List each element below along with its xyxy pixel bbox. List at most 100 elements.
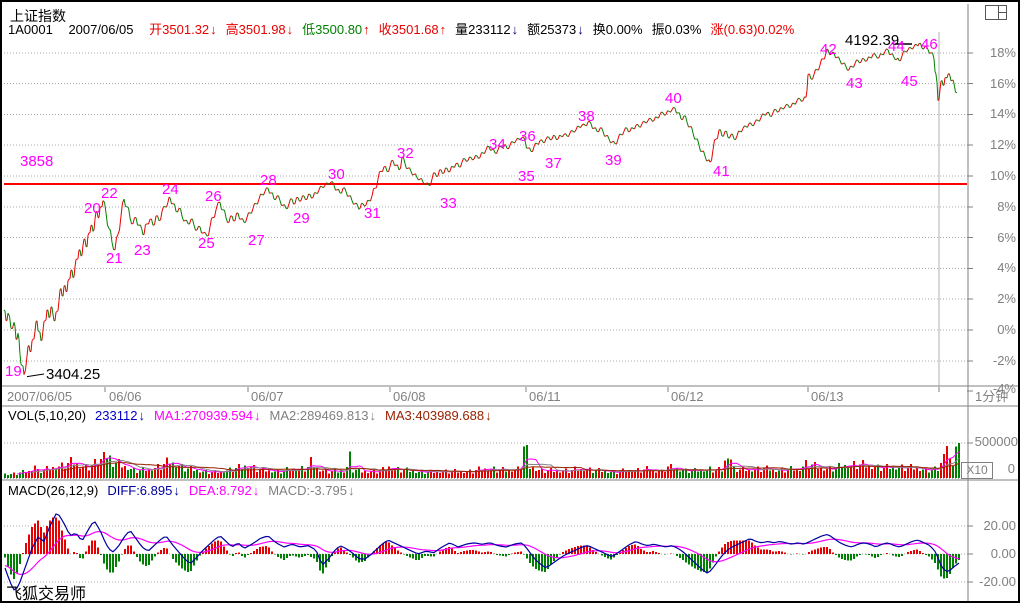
date-label: 06/06 xyxy=(109,389,142,404)
volume-indicator-text: MA1:270939.594 xyxy=(153,408,253,423)
wave-label-40: 40 xyxy=(665,90,682,107)
period-label[interactable]: 1分钟 xyxy=(975,389,1009,404)
pane-layout-icon[interactable] xyxy=(985,5,1007,20)
volume-indicator-text: MA3:403989.688 xyxy=(385,408,485,423)
trend-arrow-icon: ↓ xyxy=(369,408,377,423)
volume-scale-button[interactable]: X10 xyxy=(961,462,993,479)
trend-arrow-icon: ↓ xyxy=(173,483,180,498)
quote-value: 涨(0.63)0.02% xyxy=(710,22,795,37)
wave-label-35: 35 xyxy=(518,168,535,185)
wave-label-42: 42 xyxy=(820,41,837,58)
quote-value: 换0.00% xyxy=(592,22,643,37)
volume-header: VOL(5,10,20) 233112↓ MA1:270939.594↓ MA2:28… xyxy=(8,408,501,423)
volume-indicator-item: MA2:289469.813↓ xyxy=(270,408,377,423)
trend-arrow-icon: ↓ xyxy=(286,22,294,37)
quote-bar: 1A0001 2007/06/05 开3501.32↓ 高3501.98↓ 低350… xyxy=(8,22,803,37)
wave-label-38: 38 xyxy=(578,108,595,125)
quote-value: 额25373 xyxy=(527,22,577,37)
trend-arrow-icon: ↓ xyxy=(252,483,260,498)
percent-tick-label: 8% xyxy=(997,198,1016,214)
quote-fields: 开3501.32↓ 高3501.98↓ 低3500.80↑ 收3501.68↑ 量233… xyxy=(149,22,803,37)
wave-label-23: 23 xyxy=(134,242,151,259)
quote-field-换: 换0.00% xyxy=(593,22,643,37)
trend-arrow-icon: ↓ xyxy=(138,408,145,423)
wave-label-39: 39 xyxy=(605,152,622,169)
quote-field-开: 开3501.32↓ xyxy=(149,22,217,37)
instrument-title: 上证指数 xyxy=(10,8,66,24)
macd-indicator-text: DEA:8.792 xyxy=(188,483,252,498)
quote-value: 收3501.68 xyxy=(378,22,439,37)
quote-value: 高3501.98 xyxy=(225,22,286,37)
wave-label-24: 24 xyxy=(162,181,179,198)
quote-value: 量233112 xyxy=(455,22,511,37)
macd-indicator-item: MACD(26,12,9) xyxy=(8,483,98,498)
trend-arrow-icon: ↓ xyxy=(210,22,217,37)
wave-label-43: 43 xyxy=(846,75,863,92)
wave-label-26: 26 xyxy=(205,188,222,205)
percent-tick-label: 2% xyxy=(997,291,1016,307)
macd-indicator-text: MACD:-3.795 xyxy=(268,483,347,498)
volume-indicator-text: 233112 xyxy=(95,408,138,423)
quote-field-涨: 涨(0.63)0.02% xyxy=(710,22,794,37)
trend-arrow-icon: ↓ xyxy=(511,22,519,37)
wave-label-28: 28 xyxy=(260,172,277,189)
wave-label-29: 29 xyxy=(293,210,310,227)
volume-gridline-label: 500000 xyxy=(974,434,1018,449)
wave-label-30: 30 xyxy=(328,166,345,183)
wave-label-46: 46 xyxy=(921,36,938,53)
quote-field-额: 额25373↓ xyxy=(527,22,584,37)
quote-value: 振0.03% xyxy=(651,22,702,37)
quote-field-振: 振0.03% xyxy=(652,22,702,37)
quote-value: 低3500.80 xyxy=(302,22,363,37)
wave-label-25: 25 xyxy=(198,235,215,252)
trend-arrow-icon: ↓ xyxy=(577,22,584,37)
percent-tick-label: 10% xyxy=(989,168,1016,183)
volume-indicator-text: VOL(5,10,20) xyxy=(8,408,87,423)
date-label: 06/12 xyxy=(671,389,704,404)
trend-arrow-icon: ↑ xyxy=(439,22,447,37)
macd-indicator-item: DIFF:6.895↓ xyxy=(107,483,180,498)
wave-label-32: 32 xyxy=(397,145,414,162)
macd-tick-label: -20.00 xyxy=(979,574,1016,589)
percent-tick-label: -2% xyxy=(992,352,1016,368)
wave-label-37: 37 xyxy=(545,155,562,172)
macd-tick-label: 20.00 xyxy=(983,518,1016,533)
date-label: 06/11 xyxy=(529,389,561,404)
quote-field-低: 低3500.80↑ xyxy=(302,22,370,37)
wave-label-31: 31 xyxy=(364,205,381,222)
wave-label-20: 20 xyxy=(84,200,101,217)
date-label: 2007/06/05 xyxy=(7,389,73,404)
date-label: 06/13 xyxy=(811,389,844,404)
quote-value: 开3501.32 xyxy=(149,22,210,37)
macd-header: MACD(26,12,9) DIFF:6.895↓ DEA:8.792↓ MACD:-… xyxy=(8,483,363,498)
volume-indicator-item: MA1:270939.594↓ xyxy=(154,408,261,423)
ref-price-label: 3858 xyxy=(20,153,54,170)
quote-field-量: 量233112↓ xyxy=(455,22,518,37)
trend-arrow-icon: ↓ xyxy=(485,408,492,423)
wave-label-41: 41 xyxy=(713,163,730,180)
percent-tick-label: -4% xyxy=(992,381,1016,396)
wave-label-33: 33 xyxy=(440,195,457,212)
volume-indicator-item: 233112↓ xyxy=(95,408,145,423)
quote-date: 2007/06/05 xyxy=(68,22,134,37)
percent-tick-label: 16% xyxy=(989,75,1016,91)
macd-indicator-text: MACD(26,12,9) xyxy=(8,483,99,498)
watermark: 飞狐交易师 xyxy=(6,586,87,603)
macd-indicator-item: MACD:-3.795↓ xyxy=(268,483,354,498)
quote-field-高: 高3501.98↓ xyxy=(226,22,294,37)
quote-field-收: 收3501.68↑ xyxy=(379,22,447,37)
percent-tick-label: 18% xyxy=(989,44,1016,60)
wave-label-36: 36 xyxy=(519,128,536,145)
macd-tick-label: 0.00 xyxy=(990,546,1016,561)
percent-tick-label: 4% xyxy=(997,260,1016,276)
trend-arrow-icon: ↓ xyxy=(254,408,261,423)
high-price-label: 4192.39 xyxy=(845,32,900,49)
date-label: 06/07 xyxy=(251,389,284,404)
volume-indicator-text: MA2:289469.813 xyxy=(269,408,369,423)
macd-indicator-item: DEA:8.792↓ xyxy=(189,483,259,498)
trend-arrow-icon: ↑ xyxy=(363,22,370,37)
volume-indicator-item: MA3:403989.688↓ xyxy=(385,408,492,423)
volume-indicator-item: VOL(5,10,20) xyxy=(8,408,86,423)
